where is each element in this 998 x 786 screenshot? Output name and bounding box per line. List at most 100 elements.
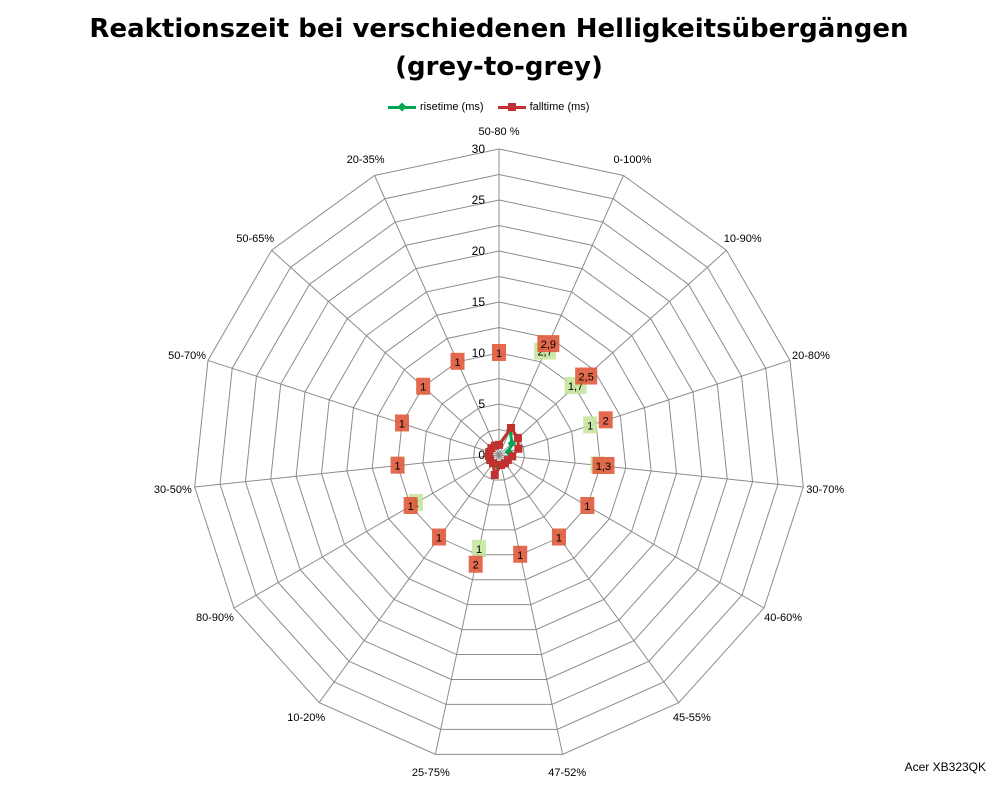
falltime-data-label: 1 xyxy=(403,497,418,514)
falltime-data-label: 2 xyxy=(598,411,613,429)
svg-text:1: 1 xyxy=(496,348,502,360)
grid-spoke xyxy=(498,175,624,456)
risetime-data-label: 1 xyxy=(583,416,598,434)
falltime-data-label: 1 xyxy=(432,528,447,546)
grid-ring xyxy=(397,352,601,556)
falltime-point xyxy=(484,452,493,461)
legend-risetime-label: risetime (ms) xyxy=(420,101,484,113)
category-labels: 50-80 % 0-100% 10-90% 20-80% 30-70% 40-60% 45-… xyxy=(154,126,845,779)
falltime-data-label: 2,9 xyxy=(537,335,560,353)
svg-text:1: 1 xyxy=(394,461,400,473)
svg-text:2: 2 xyxy=(473,560,479,572)
footnote-model: Acer XB323QK xyxy=(904,760,986,774)
grid-spoke xyxy=(207,359,500,456)
legend-falltime-label: falltime (ms) xyxy=(529,101,590,113)
risetime-data-label: 1 xyxy=(472,539,487,557)
category-label: 50-80 % xyxy=(479,126,520,138)
svg-text:1: 1 xyxy=(476,544,482,556)
grid-ring xyxy=(295,250,703,656)
falltime-point xyxy=(514,444,523,453)
radial-tick-labels: 0 5 10 15 20 25 30 xyxy=(472,142,486,462)
grid-spoke xyxy=(498,454,804,488)
svg-text:1: 1 xyxy=(556,533,562,545)
legend-risetime-swatch xyxy=(388,102,416,112)
falltime-data-label: 2,5 xyxy=(575,367,598,385)
grid-spoke xyxy=(233,454,500,609)
grid-ring xyxy=(422,377,576,531)
radial-tick-label: 10 xyxy=(472,346,486,360)
grid-ring xyxy=(346,301,652,606)
svg-text:1: 1 xyxy=(584,501,590,513)
category-label: 0-100% xyxy=(613,154,651,166)
falltime-data-label: 1 xyxy=(450,352,465,370)
radial-tick-label: 0 xyxy=(478,448,485,462)
chart-title-line1: Reaktionszeit bei verschiedenen Helligke… xyxy=(89,14,909,44)
svg-text:2: 2 xyxy=(603,415,609,427)
radial-tick-label: 20 xyxy=(472,244,486,258)
falltime-data-label: 1 xyxy=(492,344,506,361)
category-label: 30-50% xyxy=(154,484,192,496)
grid-ring xyxy=(244,199,754,705)
svg-text:2,9: 2,9 xyxy=(541,339,556,351)
falltime-data-label: 1 xyxy=(580,497,595,514)
category-label: 50-70% xyxy=(168,350,206,362)
grid-spoke xyxy=(498,454,765,609)
chart-subtitle: (grey-to-grey) xyxy=(395,52,603,82)
grid-ring xyxy=(219,173,779,730)
legend: risetime (ms) falltime (ms) xyxy=(388,101,589,113)
grid-spoke xyxy=(374,175,500,456)
falltime-point xyxy=(513,433,522,442)
grid-ring xyxy=(320,275,678,631)
falltime-data-label: 1 xyxy=(551,528,566,546)
category-label: 45-55% xyxy=(673,712,711,724)
grid-ring xyxy=(371,326,627,581)
falltime-data-label: 1 xyxy=(394,414,409,432)
grid-spoke xyxy=(498,454,564,755)
svg-text:1: 1 xyxy=(517,550,523,562)
category-label: 47-52% xyxy=(548,767,586,779)
svg-text:1: 1 xyxy=(420,382,426,394)
falltime-point xyxy=(495,440,503,449)
grid-ring xyxy=(194,148,804,755)
svg-text:1: 1 xyxy=(399,418,405,430)
falltime-point xyxy=(490,441,499,450)
category-label: 20-80% xyxy=(792,350,830,362)
category-label: 10-90% xyxy=(724,233,762,245)
svg-text:1: 1 xyxy=(436,533,442,545)
legend-item-risetime: risetime (ms) xyxy=(388,101,484,113)
grid-ring xyxy=(270,224,728,680)
falltime-point xyxy=(497,460,506,469)
grid-spoke xyxy=(434,454,500,755)
grid-spoke xyxy=(318,454,500,703)
legend-item-falltime: falltime (ms) xyxy=(497,101,590,113)
series-lines xyxy=(484,423,523,479)
category-label: 25-75% xyxy=(412,767,450,779)
falltime-data-label: 1 xyxy=(416,377,431,395)
svg-text:1: 1 xyxy=(587,420,593,432)
falltime-data-label: 1 xyxy=(513,545,528,563)
falltime-point xyxy=(507,423,516,432)
svg-text:1,3: 1,3 xyxy=(596,461,611,473)
grid-spoke xyxy=(498,249,727,456)
radial-tick-label: 5 xyxy=(478,397,485,411)
category-label: 50-65% xyxy=(236,233,274,245)
category-label: 10-20% xyxy=(287,712,325,724)
grid-spoke xyxy=(498,454,680,703)
category-label: 80-90% xyxy=(196,612,234,624)
falltime-point xyxy=(508,452,517,461)
radial-tick-label: 15 xyxy=(472,295,486,309)
radial-tick-label: 25 xyxy=(472,193,486,207)
category-label: 20-35% xyxy=(347,154,385,166)
falltime-data-label: 1,3 xyxy=(592,456,615,474)
legend-falltime-swatch xyxy=(497,102,526,112)
radar-grid xyxy=(194,148,804,755)
falltime-data-label: 1 xyxy=(390,456,405,474)
category-label: 30-70% xyxy=(806,484,844,496)
falltime-data-label: 2 xyxy=(468,555,483,573)
falltime-point xyxy=(490,470,499,479)
svg-text:1: 1 xyxy=(454,357,460,369)
grid-spoke xyxy=(271,249,500,456)
radial-tick-label: 30 xyxy=(472,142,486,156)
